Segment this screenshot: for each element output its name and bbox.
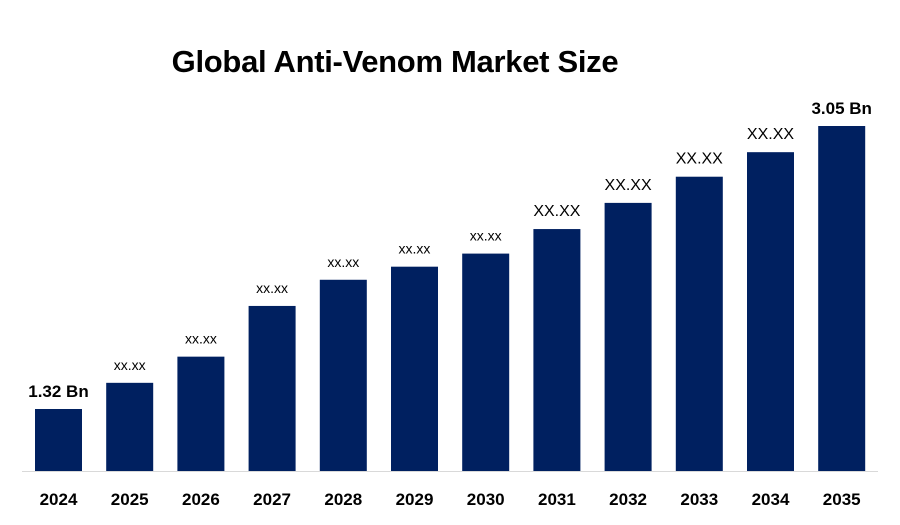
data-label-2032: XX.XX [605,177,652,194]
bar-2030 [462,253,510,471]
bar-2034 [747,152,794,472]
x-tick-label-2031: 2031 [538,490,576,509]
data-label-2031: XX.XX [533,203,580,220]
data-label-2026: xx.xx [185,331,217,347]
x-tick-label-2032: 2032 [609,490,647,509]
data-label-2034: XX.XX [747,126,794,143]
chart-title: Global Anti-Venom Market Size [171,44,619,79]
data-label-2029: xx.xx [399,241,431,257]
bar-2025 [106,382,154,471]
x-tick-label-2035: 2035 [823,490,861,509]
x-tick-label-2028: 2028 [324,490,362,509]
bar-2035 [818,126,866,471]
bar-2033 [675,176,723,471]
data-label-2030: xx.xx [470,228,502,244]
bar-2024 [35,409,82,471]
bar-2026 [177,356,225,471]
data-label-2024: 1.32 Bn [28,382,88,401]
x-tick-label-2029: 2029 [396,490,434,509]
bar-2028 [319,279,367,471]
x-tick-label-2024: 2024 [40,490,78,509]
x-tick-label-2026: 2026 [182,490,220,509]
bar-2029 [391,266,438,471]
data-label-2035: 3.05 Bn [811,99,871,118]
x-tick-label-2033: 2033 [680,490,718,509]
data-label-2025: xx.xx [114,357,146,373]
bar-2031 [533,229,581,471]
data-label-2028: xx.xx [327,254,359,270]
data-label-2033: XX.XX [676,151,723,168]
x-tick-label-2030: 2030 [467,490,505,509]
bar-2027 [248,305,296,471]
data-label-2027: xx.xx [256,280,288,296]
x-tick-label-2034: 2034 [752,490,790,509]
x-tick-label-2027: 2027 [253,490,291,509]
bar-2032 [604,202,652,471]
x-tick-label-2025: 2025 [111,490,149,509]
